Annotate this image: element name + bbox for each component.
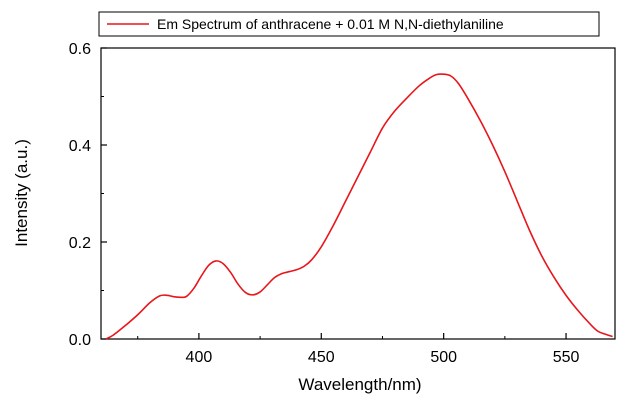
series-group (105, 73, 613, 340)
x-tick-label: 450 (308, 349, 335, 366)
legend-label: Em Spectrum of anthracene + 0.01 M N,N-d… (157, 16, 504, 32)
y-tick-label: 0.2 (69, 235, 91, 252)
x-axis-title: Wavelength/nm) (298, 375, 421, 394)
x-tick-label: 400 (186, 349, 213, 366)
y-tick-label: 0.4 (69, 138, 91, 155)
y-tick-label: 0.0 (69, 332, 91, 349)
y-tick-label: 0.6 (69, 41, 91, 58)
legend: Em Spectrum of anthracene + 0.01 M N,N-d… (98, 11, 600, 37)
x-tick-label: 550 (553, 349, 580, 366)
plot-frame (100, 47, 616, 340)
y-axis-title: Intensity (a.u.) (12, 139, 31, 247)
x-tick-label: 500 (430, 349, 457, 366)
series-line-0 (105, 73, 613, 340)
x-axis-ticks: 400 450 500 550 (137, 333, 580, 366)
legend-box (98, 11, 600, 37)
y-axis-ticks: 0.0 0.2 0.4 0.6 (69, 41, 107, 349)
